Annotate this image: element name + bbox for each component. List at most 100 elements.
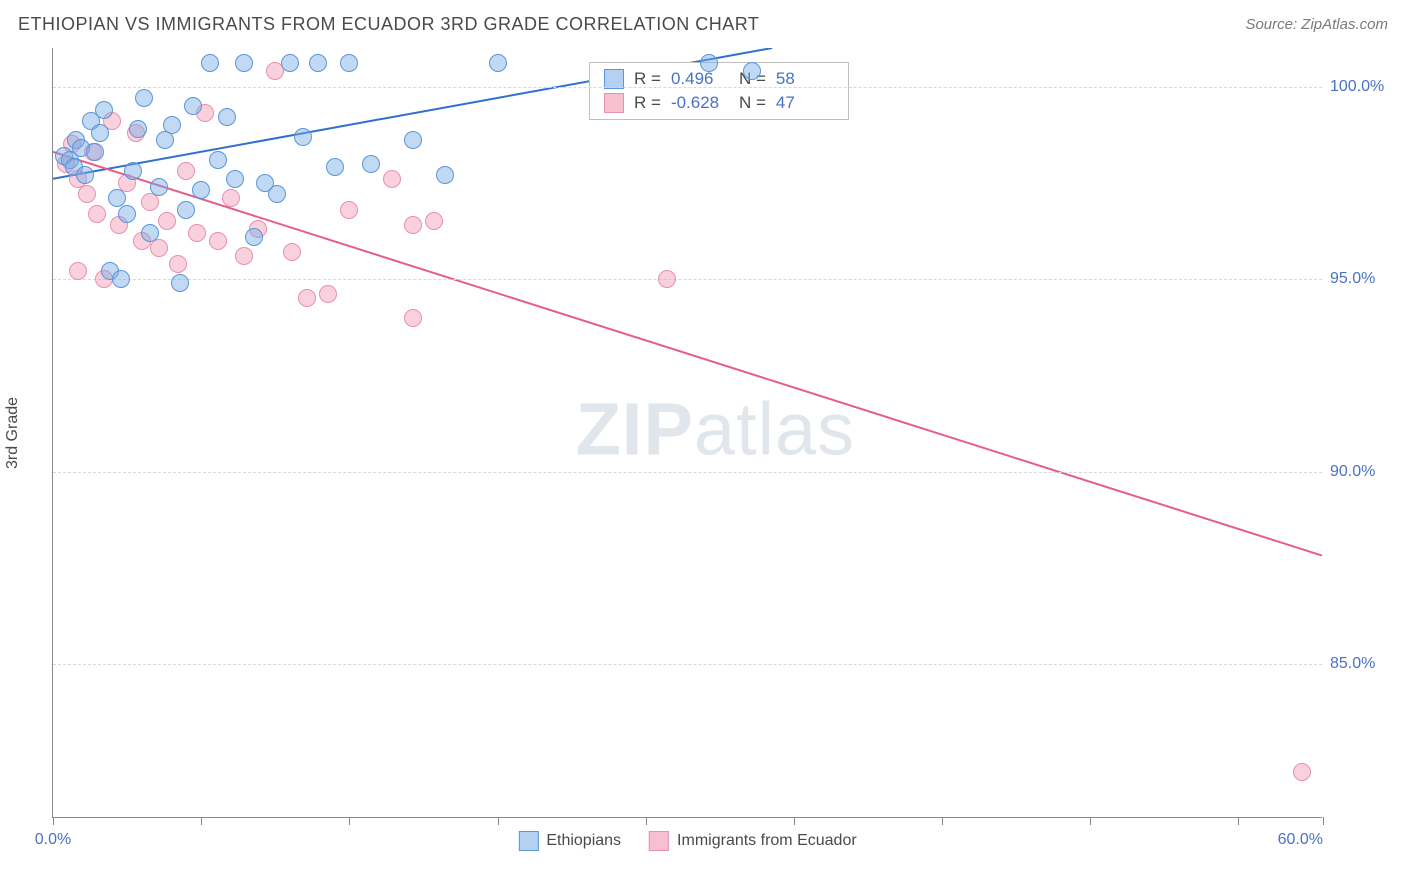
ecuador-point [177,162,195,180]
stat-n-ecuador: 47 [776,93,834,113]
legend-swatch-ethiopians [518,831,538,851]
ethiopians-point [76,166,94,184]
xtick-label: 0.0% [35,831,71,849]
stat-r-label: R = [634,93,661,113]
watermark: ZIPatlas [576,386,855,471]
ethiopians-point [743,62,761,80]
ethiopians-point [326,158,344,176]
ecuador-point [383,170,401,188]
ethiopians-point [209,151,227,169]
gridline [53,279,1322,280]
xtick [201,817,202,825]
ecuador-point [658,270,676,288]
plot-area: 3rd Grade ZIPatlas R = 0.496 N = 58 R = … [52,48,1322,818]
stat-n-label: N = [739,93,766,113]
ecuador-point [298,289,316,307]
ethiopians-point [436,166,454,184]
stat-row-ecuador: R = -0.628 N = 47 [604,93,834,113]
stat-r-ecuador: -0.628 [671,93,729,113]
ethiopians-point [201,54,219,72]
ecuador-point [69,262,87,280]
xtick [646,817,647,825]
trend-lines [53,48,1322,817]
xtick [53,817,54,825]
ytick-label: 90.0% [1330,463,1394,481]
ethiopians-point [309,54,327,72]
ecuador-point [209,232,227,250]
ytick-label: 85.0% [1330,655,1394,673]
ethiopians-point [95,101,113,119]
ecuador-point [283,243,301,261]
ethiopians-point [268,185,286,203]
ecuador-point [141,193,159,211]
ethiopians-point [150,178,168,196]
legend-swatch-ecuador [649,831,669,851]
ethiopians-point [86,143,104,161]
ecuador-point [404,309,422,327]
ethiopians-point [177,201,195,219]
ecuador-point [169,255,187,273]
ecuador-point [158,212,176,230]
ecuador-point [188,224,206,242]
chart-title: ETHIOPIAN VS IMMIGRANTS FROM ECUADOR 3RD… [18,14,759,35]
ethiopians-point [245,228,263,246]
ethiopians-point [362,155,380,173]
ecuador-point [88,205,106,223]
swatch-ecuador [604,93,624,113]
gridline [53,87,1322,88]
legend: Ethiopians Immigrants from Ecuador [518,831,856,851]
ethiopians-point [163,116,181,134]
xtick [498,817,499,825]
header: ETHIOPIAN VS IMMIGRANTS FROM ECUADOR 3RD… [0,0,1406,48]
ethiopians-point [156,131,174,149]
ethiopians-point [340,54,358,72]
xtick [1238,817,1239,825]
ethiopians-point [294,128,312,146]
ethiopians-point [700,54,718,72]
ethiopians-point [192,181,210,199]
correlation-stats-box: R = 0.496 N = 58 R = -0.628 N = 47 [589,62,849,120]
ecuador-point [319,285,337,303]
yaxis-title: 3rd Grade [4,396,22,468]
xtick [1323,817,1324,825]
ethiopians-point [404,131,422,149]
ethiopians-point [489,54,507,72]
ecuador-point [1293,763,1311,781]
ethiopians-point [91,124,109,142]
legend-item-ethiopians: Ethiopians [518,831,621,851]
ethiopians-point [226,170,244,188]
ethiopians-point [124,162,142,180]
xtick [1090,817,1091,825]
ethiopians-point [118,205,136,223]
chart-container: ETHIOPIAN VS IMMIGRANTS FROM ECUADOR 3RD… [0,0,1406,892]
ecuador-point [340,201,358,219]
ethiopians-point [129,120,147,138]
ytick-label: 95.0% [1330,270,1394,288]
xtick [942,817,943,825]
ethiopians-point [141,224,159,242]
xtick [794,817,795,825]
gridline [53,664,1322,665]
ethiopians-point [171,274,189,292]
ethiopians-point [112,270,130,288]
legend-label-ecuador: Immigrants from Ecuador [677,832,857,850]
legend-item-ecuador: Immigrants from Ecuador [649,831,857,851]
watermark-zip: ZIP [576,387,694,470]
watermark-atlas: atlas [694,387,855,470]
legend-label-ethiopians: Ethiopians [546,832,621,850]
ytick-label: 100.0% [1330,78,1394,96]
ecuador-point [222,189,240,207]
xtick-label: 60.0% [1278,831,1323,849]
ecuador-point [404,216,422,234]
ethiopians-point [218,108,236,126]
ecuador-point [78,185,96,203]
ethiopians-point [184,97,202,115]
ecuador-point [425,212,443,230]
ecuador-point [150,239,168,257]
ethiopians-point [235,54,253,72]
ethiopians-point [135,89,153,107]
ecuador-point [235,247,253,265]
xtick [349,817,350,825]
source-label: Source: ZipAtlas.com [1245,16,1388,33]
gridline [53,472,1322,473]
